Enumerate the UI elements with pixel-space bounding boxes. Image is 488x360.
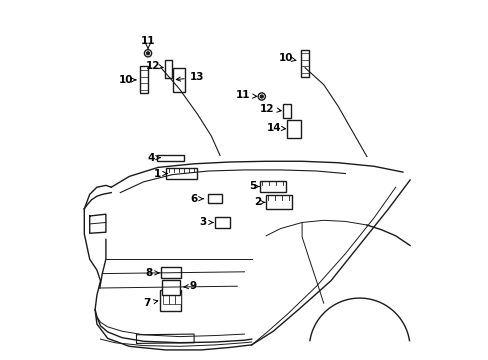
Text: 11: 11 — [235, 90, 256, 100]
Text: 6: 6 — [190, 194, 203, 204]
Bar — [283, 104, 290, 118]
Text: 7: 7 — [143, 298, 158, 308]
Text: 5: 5 — [248, 181, 259, 192]
Text: 9: 9 — [183, 281, 197, 291]
Text: 10: 10 — [118, 75, 136, 85]
Text: 11: 11 — [141, 36, 155, 49]
Bar — [162, 280, 179, 295]
Text: 3: 3 — [199, 217, 212, 228]
Bar — [168, 293, 174, 304]
Text: 10: 10 — [278, 53, 295, 63]
Text: 2: 2 — [254, 197, 264, 207]
Bar — [175, 293, 181, 304]
Bar — [173, 68, 184, 91]
Text: 4: 4 — [147, 153, 160, 163]
Bar — [301, 49, 308, 77]
Bar — [164, 60, 171, 78]
Bar — [166, 168, 196, 179]
Bar — [160, 290, 181, 311]
Circle shape — [146, 52, 149, 55]
Text: 12: 12 — [145, 60, 163, 71]
Circle shape — [260, 95, 263, 98]
Bar — [161, 267, 180, 278]
Bar — [287, 120, 301, 138]
Text: 12: 12 — [259, 104, 281, 114]
Text: 13: 13 — [176, 72, 204, 82]
Bar — [207, 194, 222, 203]
Text: 14: 14 — [266, 123, 285, 133]
Bar — [163, 293, 168, 304]
Text: 8: 8 — [145, 268, 159, 278]
Bar — [259, 181, 285, 192]
Bar — [140, 66, 148, 94]
Text: 1: 1 — [153, 168, 166, 179]
Bar — [157, 155, 184, 161]
Bar — [265, 195, 291, 209]
Bar — [214, 217, 229, 228]
